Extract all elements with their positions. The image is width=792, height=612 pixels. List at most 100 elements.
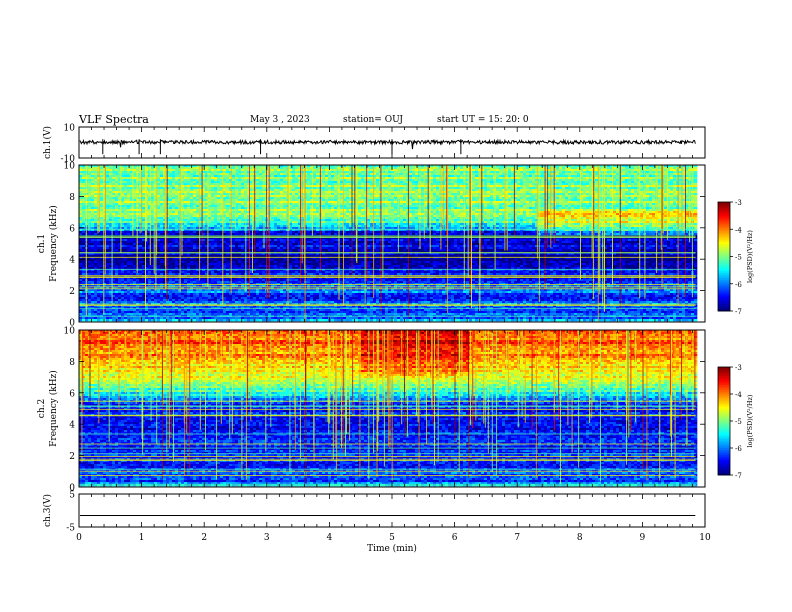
spectrogram-cell xyxy=(580,187,584,190)
spectrogram-cell xyxy=(628,205,632,208)
spectrogram-cell xyxy=(529,183,533,186)
spectrogram-cell xyxy=(340,211,344,214)
spectrogram-cell xyxy=(640,205,644,208)
spectrogram-cell xyxy=(157,185,161,188)
spectrogram-cell xyxy=(232,167,236,170)
spectrogram-cell xyxy=(79,173,83,176)
spectrogram-cell xyxy=(424,191,428,194)
spectrogram-cell xyxy=(313,207,317,210)
spectrogram-cell xyxy=(283,199,287,202)
spectrogram-cell xyxy=(460,169,464,172)
spectrogram-cell xyxy=(613,203,617,206)
spectrogram-cell xyxy=(484,201,488,204)
spectrogram-cell xyxy=(352,203,356,206)
spectrogram-cell xyxy=(370,171,374,174)
spectrogram-cell xyxy=(160,179,164,182)
spectrogram-cell xyxy=(223,211,227,214)
spectrogram-cell xyxy=(457,167,461,170)
spectrogram-cell xyxy=(403,189,407,192)
spectrogram-cell xyxy=(256,179,260,182)
spectrogram-cell xyxy=(412,183,416,186)
spectrogram-cell xyxy=(118,173,122,176)
spectrogram-cell xyxy=(559,191,563,194)
start-time-label: start UT = 15: 20: 0 xyxy=(437,115,529,125)
spectrogram-cell xyxy=(121,209,125,212)
spectrogram-cell xyxy=(610,181,614,184)
spectrogram-cell xyxy=(157,177,161,180)
spectrogram-cell xyxy=(610,197,614,200)
spectrogram-cell xyxy=(385,167,389,170)
spectrogram-cell xyxy=(91,171,95,174)
spectrogram-cell xyxy=(100,167,104,170)
spectrogram-cell xyxy=(574,183,578,186)
spectrogram-cell xyxy=(484,195,488,198)
spectrogram-cell xyxy=(241,175,245,178)
spectrogram-cell xyxy=(328,191,332,194)
spectrogram-cell xyxy=(622,173,626,176)
spectrogram-cell xyxy=(685,197,689,200)
spectrogram-cell xyxy=(664,209,668,212)
spectrogram-cell xyxy=(685,185,689,188)
spectrogram-cell xyxy=(214,171,218,174)
spectrogram-cell xyxy=(562,195,566,198)
spectrogram-cell xyxy=(361,179,365,182)
spectrogram-cell xyxy=(271,179,275,182)
spectrogram-cell xyxy=(385,187,389,190)
spectrogram-cell xyxy=(412,189,416,192)
spectrogram-cell xyxy=(391,203,395,206)
spectrogram-cell xyxy=(421,165,425,168)
spectrogram-cell xyxy=(514,197,518,200)
spectrogram-cell xyxy=(232,187,236,190)
spectrogram-cell xyxy=(391,185,395,188)
spectrogram-cell xyxy=(481,177,485,180)
spectrogram-cell xyxy=(313,177,317,180)
spectrogram-cell xyxy=(283,169,287,172)
spectrogram-cell xyxy=(616,167,620,170)
spectrogram-cell xyxy=(412,199,416,202)
spectrogram-cell xyxy=(412,185,416,188)
spectrogram-cell xyxy=(532,203,536,206)
spectrogram-cell xyxy=(607,177,611,180)
spectrogram-cell xyxy=(559,187,563,190)
spectrogram-cell xyxy=(259,195,263,198)
spectrogram-cell xyxy=(97,189,101,192)
spectrogram-cell xyxy=(475,209,479,212)
spectrogram-cell xyxy=(652,177,656,180)
spectrogram-cell xyxy=(118,211,122,214)
spectrogram-cell xyxy=(223,167,227,170)
spectrogram-cell xyxy=(523,209,527,212)
spectrogram-cell xyxy=(562,183,566,186)
spectrogram-cell xyxy=(241,169,245,172)
spectrogram-cell xyxy=(517,207,521,210)
spectrogram-cell xyxy=(220,167,224,170)
spectrogram-cell xyxy=(490,193,494,196)
spectrogram-cell xyxy=(469,179,473,182)
spectrogram-cell xyxy=(571,203,575,206)
spectrogram-cell xyxy=(610,201,614,204)
spectrogram-cell xyxy=(118,189,122,192)
spectrogram-cell xyxy=(394,177,398,180)
spectrogram-cell xyxy=(127,175,131,178)
spectrogram-cell xyxy=(217,199,221,202)
spectrogram-cell xyxy=(499,191,503,194)
spectrogram-cell xyxy=(226,177,230,180)
spectrogram-cell xyxy=(541,171,545,174)
spectrogram-cell xyxy=(580,207,584,210)
spectrogram-cell xyxy=(382,169,386,172)
spectrogram-cell xyxy=(484,181,488,184)
spectrogram-cell xyxy=(457,195,461,198)
spectrogram-cell xyxy=(646,165,650,168)
spectrogram-cell xyxy=(424,173,428,176)
spectrogram-cell xyxy=(232,175,236,178)
spectrogram-cell xyxy=(250,181,254,184)
spectrogram-cell xyxy=(79,171,83,174)
spectrogram-cell xyxy=(298,183,302,186)
spectrogram-cell xyxy=(433,195,437,198)
spectrogram-cell xyxy=(160,203,164,206)
spectrogram-cell xyxy=(184,183,188,186)
spectrogram-cell xyxy=(295,181,299,184)
spectrogram-cell xyxy=(172,193,176,196)
spectrogram-cell xyxy=(610,171,614,174)
spectrogram-cell xyxy=(343,173,347,176)
spectrogram-cell xyxy=(97,165,101,168)
